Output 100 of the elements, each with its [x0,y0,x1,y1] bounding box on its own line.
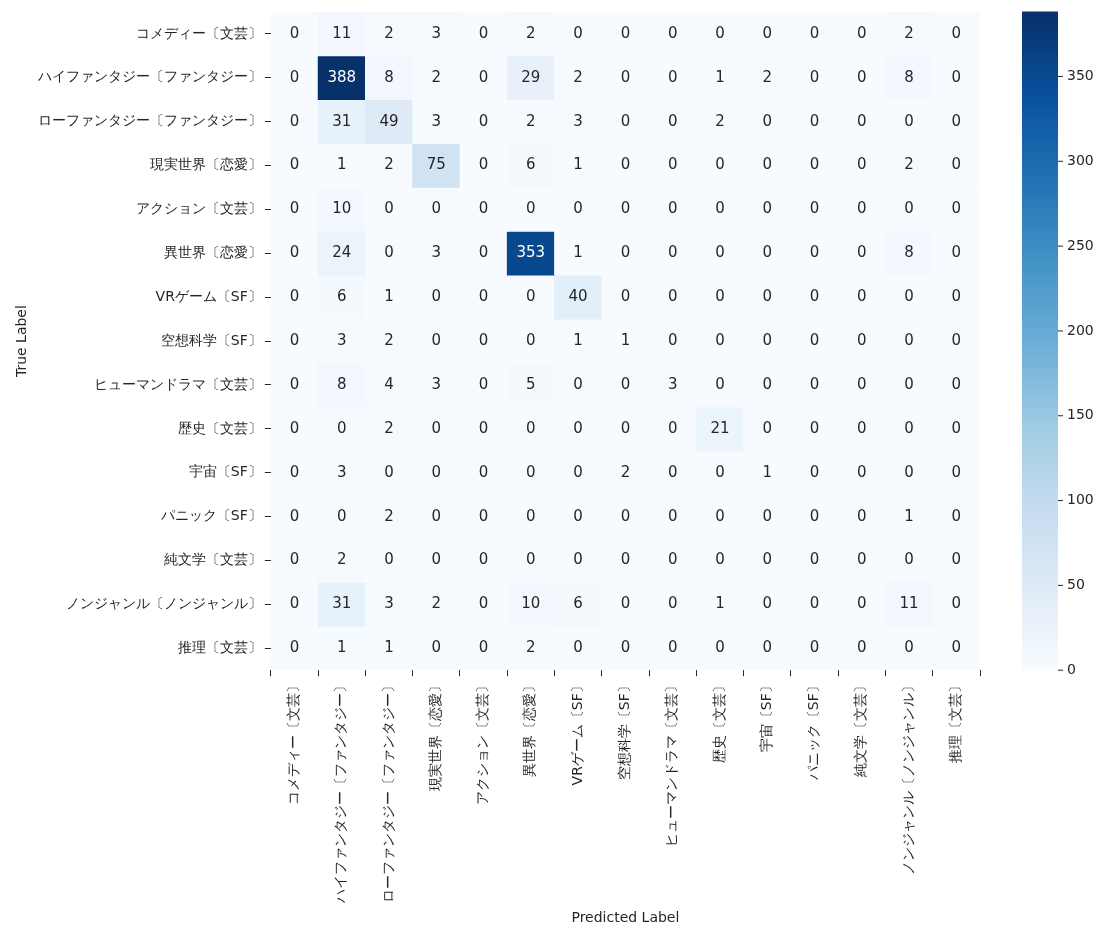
data-label: 2 [762,67,773,86]
data-label: 0 [289,111,300,130]
data-label: 0 [667,287,678,306]
data-label: 0 [667,67,678,86]
data-label: 2 [431,594,442,613]
data-label: 388 [327,67,357,86]
data-label: 0 [715,462,725,481]
data-label: 0 [289,243,300,262]
x-tick-label: 現実世界〔恋愛〕 [426,679,443,792]
x-tick-label: アクション〔文芸〕 [474,679,491,806]
data-label: 0 [951,155,962,174]
y-tick-label: 歴史〔文芸〕 [177,419,262,436]
data-label: 0 [951,638,962,657]
data-label: 0 [620,67,631,86]
data-label: 0 [857,374,867,393]
y-tick-label: ローファンタジー〔ファンタジー〕 [37,112,262,129]
x-tick-label: パニック〔SF〕 [805,679,822,782]
data-label: 31 [332,594,352,613]
data-label: 8 [336,374,347,393]
data-label: 0 [951,67,962,86]
data-label: 2 [526,638,536,657]
x-tick-label: 歴史〔文芸〕 [710,679,727,764]
data-label: 0 [620,374,631,393]
y-tick-label: ヒューマンドラマ〔文芸〕 [93,375,262,392]
data-label: 1 [384,287,394,306]
data-label: 2 [526,111,536,130]
data-label: 6 [573,594,583,613]
data-label: 0 [809,374,820,393]
data-label: 0 [289,462,300,481]
data-label: 0 [904,418,914,437]
y-tick-label: 宇宙〔SF〕 [188,463,262,480]
data-label: 0 [762,23,773,42]
data-label: 0 [809,287,820,306]
data-label: 0 [809,506,820,525]
data-label: 1 [762,462,773,481]
data-label: 0 [478,111,489,130]
data-label: 0 [715,287,725,306]
color-bar-label: 250 [1067,236,1094,253]
data-label: 0 [667,506,678,525]
data-label: 0 [762,287,773,306]
data-label: 40 [568,287,588,306]
data-label: 0 [857,594,867,613]
data-label: 2 [384,23,394,42]
data-label: 0 [904,111,914,130]
data-label: 2 [904,23,914,42]
data-label: 0 [620,418,631,437]
data-label: 0 [904,462,914,481]
y-tick-label: アクション〔文芸〕 [135,200,262,217]
data-label: 0 [336,418,347,437]
data-label: 0 [857,155,867,174]
data-label: 0 [573,462,583,481]
data-label: 1 [336,155,347,174]
data-label: 0 [289,506,300,525]
data-label: 0 [289,418,300,437]
data-label: 0 [762,550,773,569]
x-tick-label: 空想科学〔SF〕 [616,679,633,781]
data-label: 0 [478,155,489,174]
data-label: 0 [478,594,489,613]
data-label: 0 [573,23,583,42]
data-label: 0 [384,550,394,569]
data-label: 0 [857,506,867,525]
data-label: 0 [478,418,489,437]
data-label: 0 [526,506,536,525]
data-label: 0 [336,506,347,525]
data-label: 0 [526,287,536,306]
data-label: 0 [431,550,442,569]
color-bar-label: 0 [1067,660,1076,677]
data-label: 2 [904,155,914,174]
data-label: 0 [809,111,820,130]
data-label: 0 [715,243,725,262]
data-label: 0 [289,199,300,218]
data-label: 0 [667,594,678,613]
data-label: 0 [951,23,962,42]
data-label: 8 [384,67,394,86]
data-label: 0 [809,243,820,262]
data-label: 0 [478,374,489,393]
data-label: 0 [762,199,773,218]
data-label: 0 [478,23,489,42]
data-label: 0 [620,23,631,42]
data-label: 0 [431,330,442,349]
color-bar-label: 50 [1067,576,1085,593]
y-tick-label: 推理〔文芸〕 [177,638,262,655]
data-label: 0 [951,111,962,130]
x-tick-label: VRゲーム〔SF〕 [568,679,585,786]
y-tick-label: パニック〔SF〕 [159,507,262,524]
data-label: 0 [809,330,820,349]
data-label: 0 [951,374,962,393]
data-label: 0 [289,594,300,613]
data-label: 8 [904,67,914,86]
data-label: 2 [384,418,394,437]
data-label: 0 [667,111,678,130]
data-label: 24 [332,243,352,262]
data-label: 0 [526,550,536,569]
data-label: 0 [431,418,442,437]
data-label: 0 [620,155,631,174]
x-tick-label: ノンジャンル〔ノンジャンル〕 [899,679,916,876]
data-label: 0 [667,418,678,437]
data-label: 0 [667,462,678,481]
data-label: 0 [809,67,820,86]
data-label: 0 [573,418,583,437]
